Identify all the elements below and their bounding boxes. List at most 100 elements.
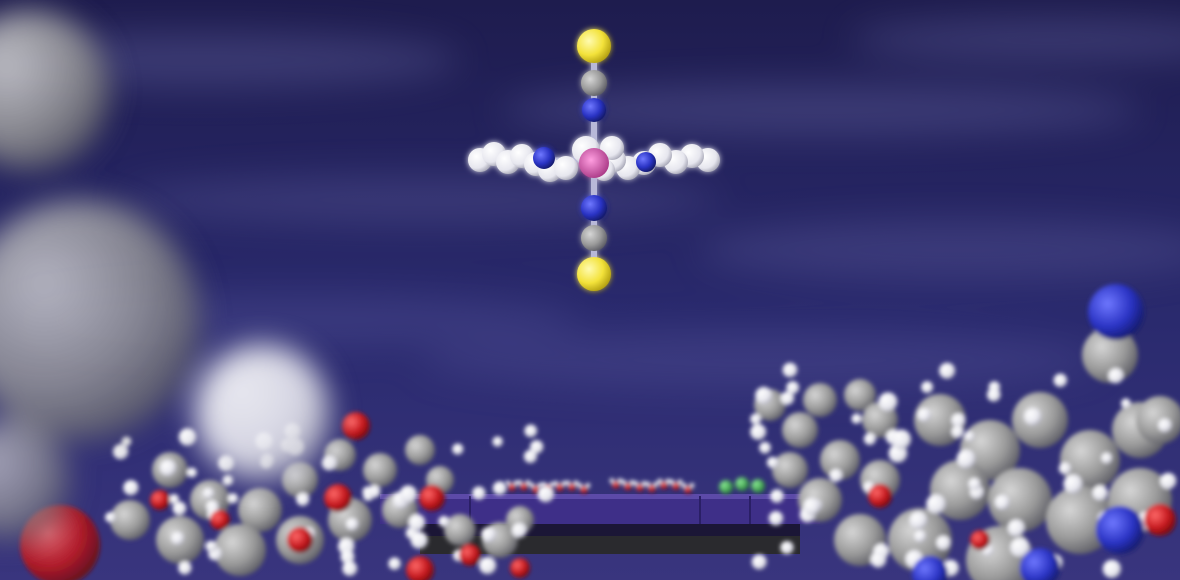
- hydrogen-atom: [1053, 373, 1068, 388]
- oxygen-atom: [684, 485, 692, 494]
- oxygen-atom: [568, 482, 576, 491]
- carbon-atom: [0, 200, 200, 440]
- oxygen-atom: [520, 482, 528, 491]
- hydrogen-atom: [917, 407, 932, 422]
- carbon-atom: [1082, 327, 1138, 383]
- carbon-atom: [405, 435, 435, 465]
- hydrogen-atom: [388, 557, 401, 571]
- hydrogen-atom: [172, 501, 187, 516]
- hydrogen-atom: [751, 554, 767, 570]
- hydrogen-atom: [511, 522, 527, 538]
- hydrogen-atom: [452, 443, 464, 455]
- hydrogen-atom: [677, 479, 683, 485]
- hydrogen-atom: [178, 428, 197, 446]
- hydrogen-atom: [529, 440, 544, 454]
- hydrogen-atom: [577, 483, 583, 489]
- hydrogen-atom: [537, 482, 543, 488]
- hydrogen-atom: [851, 413, 862, 424]
- hydrogen-atom: [689, 483, 695, 489]
- sulfur-atom: [577, 29, 611, 63]
- hydrogen-atom: [1010, 537, 1030, 558]
- nitrogen-atom: [1096, 506, 1144, 554]
- hydrogen-atom: [681, 483, 687, 489]
- hydrogen-atom: [750, 423, 767, 441]
- hydrogen-atom: [986, 387, 1001, 402]
- hydrogen-atom: [408, 513, 426, 531]
- right-foreground-cluster: [750, 284, 1180, 580]
- hydrogen-atom: [968, 477, 981, 490]
- hydrogen-atom: [786, 381, 800, 395]
- hydrogen-atom: [573, 480, 579, 486]
- hydrogen-atom: [936, 535, 951, 550]
- oxygen-atom: [508, 483, 516, 492]
- oxygen-atom: [324, 484, 352, 512]
- hydrogen-atom: [755, 386, 773, 405]
- chlorine-atom: [719, 480, 733, 494]
- hydrogen-atom: [914, 530, 926, 542]
- hydrogen-atom: [1108, 368, 1124, 384]
- carbon-atom: [782, 412, 818, 448]
- hydrogen-atom: [633, 481, 639, 487]
- hydrogen-atom: [956, 449, 976, 469]
- left-foreground-cluster: [20, 412, 555, 580]
- hydrogen-atom: [340, 549, 355, 564]
- nitrogen-atom: [912, 556, 948, 580]
- hydrogen-atom: [178, 561, 192, 575]
- oxygen-atom: [1144, 504, 1176, 536]
- hydrogen-atom: [617, 478, 623, 484]
- hydrogen-atom: [665, 478, 671, 484]
- hydrogen-atom: [750, 413, 762, 425]
- hydrogen-atom: [1058, 462, 1072, 475]
- hydrogen-atom: [641, 481, 647, 487]
- hydrogen-atom: [1160, 472, 1177, 490]
- hydrogen-atom: [112, 443, 129, 460]
- hydrogen-atom: [492, 481, 507, 496]
- hydrogen-atom: [205, 540, 217, 552]
- hydrogen-atom: [1092, 485, 1108, 501]
- chlorine-atom: [735, 477, 749, 491]
- oxygen-atom: [406, 556, 434, 580]
- hydrogen-atom: [342, 561, 358, 577]
- hydrogen-atom: [438, 515, 450, 527]
- chlorine-atom: [751, 479, 765, 493]
- oxygen-atom: [970, 530, 990, 550]
- carbon-atom: [1136, 396, 1180, 444]
- out-of-focus-spheres: [0, 10, 330, 540]
- hydrogen-atom: [517, 480, 523, 486]
- carbon-atom: [214, 524, 266, 576]
- hydrogen-atom: [561, 480, 567, 486]
- hydrogen-atom: [951, 413, 966, 428]
- hydrogen-atom: [121, 436, 132, 447]
- hydrogen-atom: [829, 468, 843, 483]
- carbon-atom: [238, 488, 282, 532]
- hydrogen-atom: [529, 482, 535, 488]
- hydrogen-atom: [525, 480, 531, 486]
- hydrogen-atom: [523, 449, 538, 464]
- oxygen-atom: [672, 482, 680, 491]
- nitrogen-atom: [582, 98, 606, 122]
- hydrogen-atom: [222, 475, 234, 486]
- hydrogen-atom: [553, 480, 559, 486]
- hydrogen-atom: [537, 485, 555, 503]
- oxygen-atom: [459, 544, 481, 566]
- oxygen-atom: [510, 558, 530, 578]
- carbon-atom: [1046, 486, 1114, 554]
- oxygen-atom: [648, 484, 656, 493]
- carbon-atom: [772, 452, 808, 488]
- oxygen-atom: [342, 412, 370, 440]
- hydrogen-atom: [105, 512, 116, 523]
- hydrogen-atom: [1101, 452, 1113, 464]
- hydrogen-atom: [926, 494, 946, 514]
- hydrogen-atom: [399, 485, 418, 504]
- hydrogen-atom: [367, 485, 381, 499]
- hydrogen-atom: [909, 511, 928, 530]
- hydrogen-atom: [472, 486, 486, 500]
- hydrogen-atom: [609, 478, 615, 484]
- nitrogen-atom: [581, 195, 607, 221]
- oxygen-atom: [210, 510, 230, 530]
- hydrogen-atom: [481, 527, 497, 543]
- hydrogen-atom: [863, 432, 877, 446]
- hydrogen-atom: [621, 479, 627, 485]
- hydrogen-atom: [505, 480, 511, 486]
- hydrogen-atom: [186, 467, 198, 478]
